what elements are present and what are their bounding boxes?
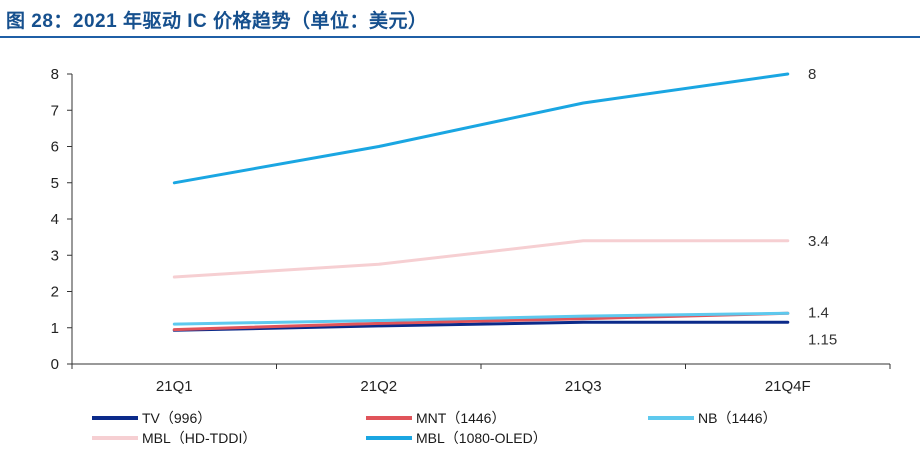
legend-label: MNT（1446）	[416, 410, 506, 426]
series-line	[172, 72, 790, 185]
y-tick-label: 5	[51, 175, 59, 192]
chart-end-labels: 1.15 1.4 3.4 8	[808, 66, 837, 348]
legend-label: MBL（HD-TDDI）	[142, 430, 257, 446]
data-label: 1.4	[808, 304, 829, 321]
x-tick-label: 21Q3	[565, 378, 602, 395]
legend-item: TV（996）	[92, 408, 211, 428]
legend-swatch	[648, 416, 694, 420]
series-line	[172, 311, 790, 326]
legend-item: MNT（1446）	[366, 408, 505, 428]
legend-item: MBL（1080-OLED）	[366, 428, 547, 448]
y-tick-label: 3	[51, 247, 59, 264]
legend-swatch	[366, 436, 412, 440]
series-line	[172, 239, 790, 279]
chart-title: 图 28：2021 年驱动 IC 价格趋势（单位：美元）	[6, 11, 428, 32]
legend-label: NB（1446）	[698, 410, 777, 426]
y-tick-label: 0	[51, 356, 59, 373]
legend-label: MBL（1080-OLED）	[416, 430, 547, 446]
y-tick-label: 6	[51, 139, 59, 156]
chart-axes: 0 1 2 3 4 5 6 7 8 21Q1 21Q2 21Q3 21Q4F	[51, 66, 891, 395]
x-tick-label: 21Q4F	[765, 378, 811, 395]
legend-item: NB（1446）	[648, 408, 777, 428]
y-tick-label: 4	[51, 211, 59, 228]
legend-label: TV（996）	[142, 410, 212, 426]
legend-swatch	[366, 416, 412, 420]
chart-series-lines	[172, 72, 790, 332]
series-line	[172, 320, 790, 332]
y-tick-label: 2	[51, 284, 59, 301]
title-underline	[0, 36, 920, 38]
x-tick-label: 21Q1	[156, 378, 193, 395]
data-label: 1.15	[808, 331, 837, 348]
y-tick-label: 7	[51, 102, 59, 119]
y-tick-label: 8	[51, 66, 59, 83]
legend-swatch	[92, 416, 138, 420]
data-label: 8	[808, 66, 816, 83]
y-tick-label: 1	[51, 320, 59, 337]
x-tick-label: 21Q2	[360, 378, 397, 395]
legend-item: MBL（HD-TDDI）	[92, 428, 256, 448]
data-label: 3.4	[808, 233, 829, 250]
legend-swatch	[92, 436, 138, 440]
